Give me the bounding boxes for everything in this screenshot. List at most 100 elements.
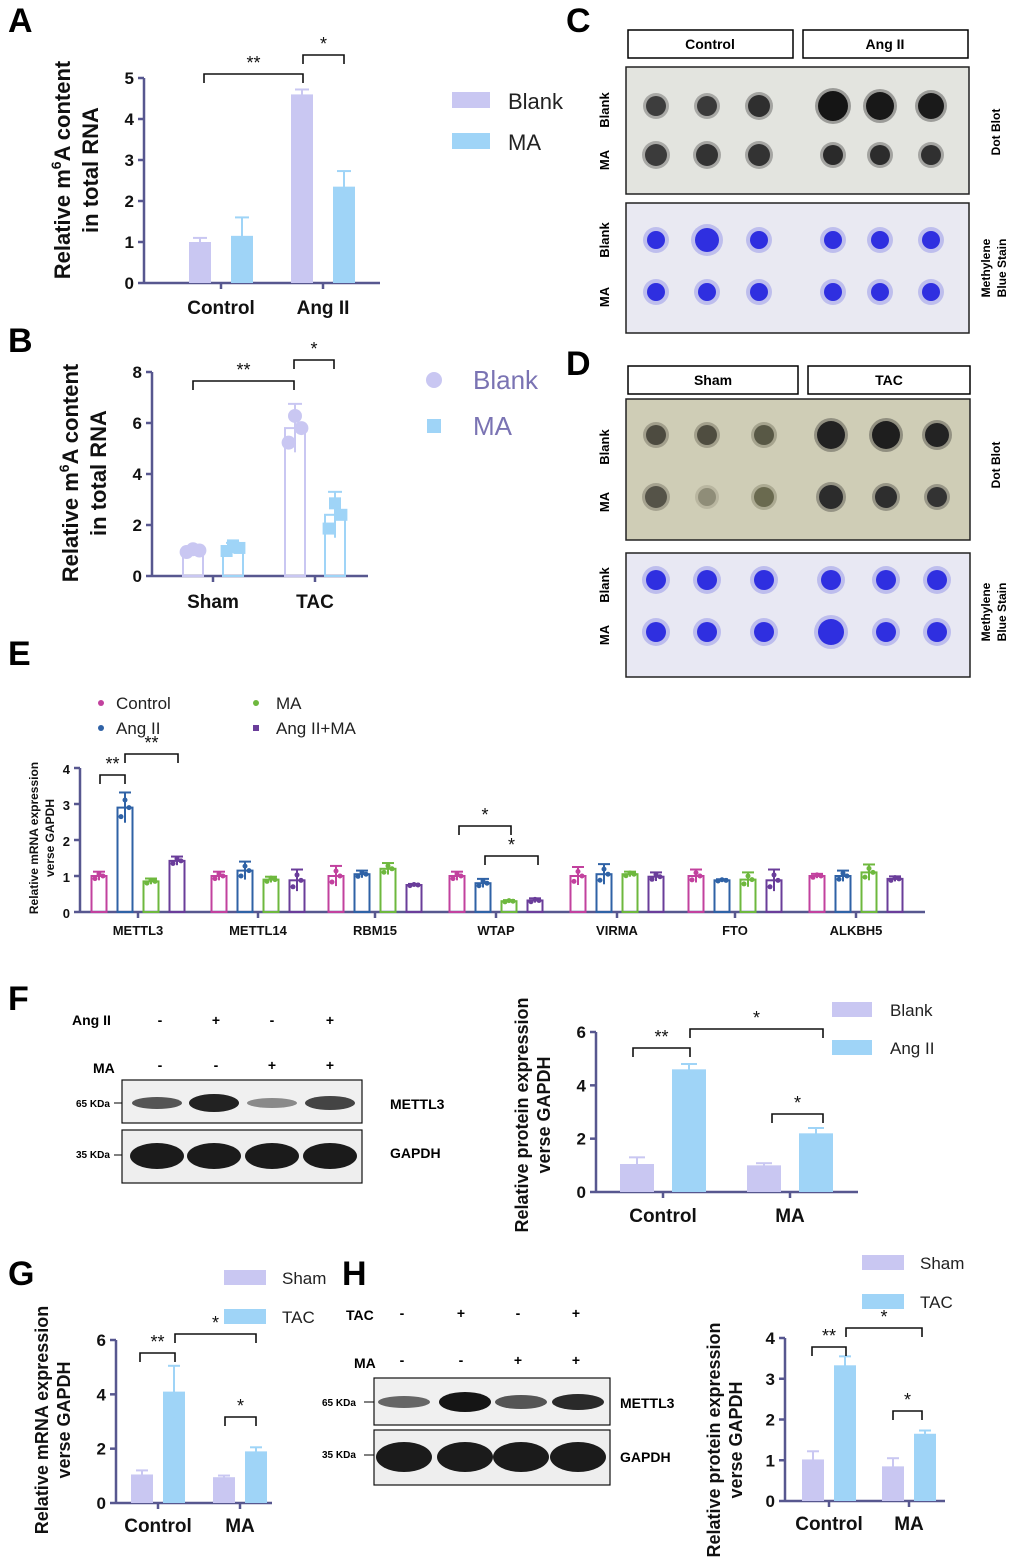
chart-e-xtick-label-0: METTL3 bbox=[113, 923, 164, 938]
chart-e-point-1-3-0 bbox=[476, 883, 482, 889]
panel-label-c: C bbox=[566, 2, 591, 40]
blot-d-dot-membrane bbox=[625, 398, 971, 541]
blot-d-side-dotblot: Dot Blot bbox=[989, 442, 1003, 489]
chart-e-sig-label-3: * bbox=[508, 835, 515, 855]
chart-e-bar-2-4 bbox=[621, 873, 639, 914]
chart-g-sig-bracket-2 bbox=[224, 1416, 257, 1426]
chart-e-legend-angiima: Ang II+MA bbox=[276, 719, 357, 738]
blot-d-stain-1-1 bbox=[697, 622, 717, 642]
chart-e-point-1-2-2 bbox=[363, 871, 369, 877]
blot-f-gapdh-band-3 bbox=[303, 1143, 357, 1169]
chart-e-point-0-2-1 bbox=[333, 868, 339, 874]
blot-h-row2-lane3: + bbox=[514, 1352, 522, 1368]
blot-d-row-blank-1: Blank bbox=[597, 429, 612, 465]
chart-e-point-0-2-0 bbox=[329, 879, 335, 885]
chart-e-bar-2-1 bbox=[262, 878, 280, 913]
blot-h-mw1: 65 KDa bbox=[322, 1398, 356, 1409]
chart-e-point-0-4-2 bbox=[579, 873, 585, 879]
chart-b-legend-blank: Blank bbox=[473, 365, 539, 395]
chart-b: Relative m6A content in total RNA Blank … bbox=[56, 339, 539, 613]
chart-e-ytick-label-1: 1 bbox=[63, 870, 70, 885]
chart-e-bar-2-2 bbox=[379, 867, 397, 913]
blot-c-stain-0-0 bbox=[647, 231, 665, 249]
chart-b-ylabel-line1: Relative m6A content bbox=[56, 363, 83, 582]
blot-f-row1-lane3: - bbox=[270, 1012, 275, 1028]
blot-c-header-box-1 bbox=[627, 29, 794, 59]
chart-e-point-1-5-2 bbox=[723, 877, 729, 883]
chart-a-legend-blank: Blank bbox=[508, 89, 564, 114]
blot-h-row2-lane1: - bbox=[400, 1352, 405, 1368]
blot-c-side-dotblot: Dot Blot bbox=[989, 109, 1003, 156]
chart-h-sig-label-0: ** bbox=[822, 1326, 836, 1346]
blot-h-row2-lane2: - bbox=[459, 1352, 464, 1368]
blot-h-mw2: 35 KDa bbox=[322, 1450, 356, 1461]
chart-e-bar-0-1 bbox=[210, 875, 228, 913]
chart-e-ytick-label-4: 4 bbox=[63, 762, 71, 777]
blot-c-stain-0-3 bbox=[824, 231, 842, 249]
chart-e-point-2-6-2 bbox=[870, 869, 876, 875]
chart-g-legend-swatch-sham bbox=[224, 1270, 266, 1285]
chart-e-point-1-2-1 bbox=[359, 869, 365, 875]
chart-f-sig-bracket-2 bbox=[771, 1113, 824, 1123]
chart-h: Relative protein expression verse GAPDH … bbox=[704, 1254, 964, 1558]
chart-e-point-1-4-2 bbox=[605, 871, 611, 877]
chart-e-point-3-1-1 bbox=[294, 872, 300, 878]
blot-f-gapdh-band-2 bbox=[245, 1143, 299, 1169]
blot-d-dot-0-5 bbox=[925, 423, 949, 447]
chart-e-point-3-3-2 bbox=[536, 897, 542, 903]
blot-d-row-ma-1: MA bbox=[597, 491, 612, 512]
chart-e-bar-0-3 bbox=[448, 875, 466, 913]
chart-e-point-2-2-1 bbox=[385, 863, 391, 869]
chart-a-xtick-label-0: Control bbox=[187, 298, 255, 319]
chart-e-point-2-6-1 bbox=[866, 865, 872, 871]
chart-e-point-0-5-2 bbox=[697, 873, 703, 879]
chart-a-bar-1-0 bbox=[231, 235, 253, 283]
chart-h-bar-1-0 bbox=[834, 1365, 856, 1501]
chart-h-bar-0-0 bbox=[802, 1459, 824, 1501]
blot-c-dot-1-1 bbox=[696, 144, 718, 166]
chart-e-point-3-0-1 bbox=[174, 856, 180, 862]
chart-f-legend-angii: Ang II bbox=[890, 1039, 934, 1058]
chart-b-xtick-label-0: Sham bbox=[187, 592, 239, 613]
blot-c-dots bbox=[642, 88, 947, 305]
blot-c-stain-1-4 bbox=[871, 283, 889, 301]
blot-h-row2-label: MA bbox=[354, 1355, 376, 1371]
blot-f-mettl3-band-0 bbox=[132, 1097, 182, 1109]
blot-f-row2-label: MA bbox=[93, 1060, 115, 1076]
chart-e-point-3-6-2 bbox=[896, 876, 902, 882]
blot-d-dot-1-0 bbox=[645, 486, 667, 508]
blot-h-row1-lane3: - bbox=[516, 1305, 521, 1321]
blot-d-header-sham: Sham bbox=[694, 372, 732, 388]
chart-g-ytick-label-0: 0 bbox=[97, 1494, 106, 1513]
chart-a-legend-swatch-ma bbox=[452, 133, 490, 149]
chart-b-ylabel-line2: in total RNA bbox=[86, 410, 111, 536]
chart-e-legend-control: Control bbox=[116, 694, 171, 713]
chart-a-sig-label-0: ** bbox=[246, 53, 260, 73]
chart-h-legend-swatch-tac bbox=[862, 1294, 904, 1309]
blot-d-header-box-2 bbox=[807, 365, 971, 395]
chart-h-xtick-label-0: Control bbox=[795, 1514, 863, 1535]
chart-f-ytick-label-2: 4 bbox=[577, 1076, 587, 1095]
chart-e-point-2-1-0 bbox=[264, 878, 270, 884]
chart-e-point-0-0-0 bbox=[92, 876, 98, 882]
chart-a-sig-bracket-0 bbox=[203, 73, 304, 83]
blot-d-stain-1-2 bbox=[754, 622, 774, 642]
blot-h-row1-lane1: - bbox=[400, 1305, 405, 1321]
blot-d-dot-0-4 bbox=[872, 421, 900, 449]
blot-c-row-blank-2: Blank bbox=[597, 222, 612, 258]
chart-g-ytick-label-3: 6 bbox=[97, 1331, 106, 1350]
chart-f-legend-swatch-angii bbox=[832, 1040, 872, 1055]
chart-e-point-3-4-2 bbox=[657, 874, 663, 880]
blot-c-dot-0-5 bbox=[918, 93, 944, 119]
chart-e: Relative mRNA expression verse GAPDH Con… bbox=[27, 694, 925, 938]
chart-e-point-3-1-0 bbox=[290, 884, 296, 890]
chart-e-legend-swatch-angii bbox=[98, 725, 104, 731]
chart-e-point-3-3-0 bbox=[528, 899, 534, 905]
blot-c-stain-0-2 bbox=[750, 231, 768, 249]
chart-e-legend-ma: MA bbox=[276, 694, 302, 713]
chart-e-bar-1-2 bbox=[353, 873, 371, 914]
blot-c-stain-1-5 bbox=[922, 283, 940, 301]
chart-e-xtick-label-3: WTAP bbox=[477, 923, 515, 938]
chart-e-point-0-0-2 bbox=[100, 873, 106, 879]
chart-e-legend-swatch-control bbox=[98, 700, 104, 706]
